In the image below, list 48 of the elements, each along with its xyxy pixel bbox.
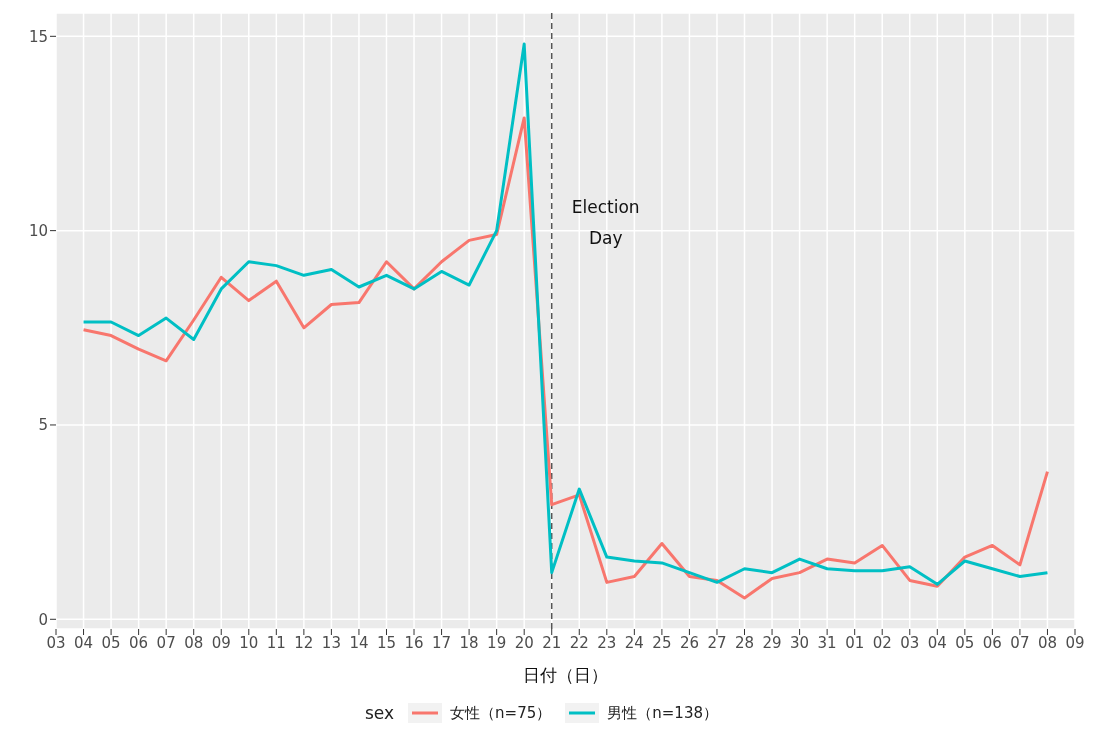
x-axis-title: 日付（日） [523,665,608,685]
x-tick-label: 21 [542,633,562,652]
x-tick-label: 08 [1037,633,1058,652]
x-tick-label: 10 [239,633,259,652]
x-tick-label: 03 [46,633,66,652]
y-tick-label: 10 [28,221,48,240]
x-tick-label: 24 [624,633,644,652]
y-tick-label: 15 [28,27,48,46]
x-tick-label: 27 [707,633,727,652]
legend-label: 男性（n=138） [607,703,718,723]
x-tick-label: 08 [184,633,204,652]
x-tick-label: 03 [900,633,920,652]
legend-label: 女性（n=75） [450,703,552,723]
x-tick-label: 09 [211,633,231,652]
x-tick-label: 13 [321,633,341,652]
x-tick-label: 04 [927,633,947,652]
x-tick-label: 22 [569,633,589,652]
x-tick-label: 23 [597,633,617,652]
y-tick-label: 5 [38,416,48,435]
x-tick-label: 07 [1010,633,1030,652]
x-tick-label: 28 [734,633,755,652]
line-series [82,42,1049,586]
x-tick-label: 31 [817,633,837,652]
x-tick-label: 11 [266,633,286,652]
x-tick-label: 06 [982,633,1002,652]
x-tick-label: 18 [459,633,479,652]
x-tick-label: 20 [514,633,534,652]
x-tick-label: 05 [955,633,975,652]
x-tick-label: 12 [294,633,314,652]
ref-line-label: Election Day [571,197,640,248]
x-tick-label: 15 [376,633,397,652]
y-tick-label: 0 [38,610,48,629]
x-tick-label: 26 [679,633,699,652]
x-tick-label: 02 [872,633,892,652]
x-tick-label: 14 [349,633,369,652]
x-tick-label: 17 [432,633,452,652]
x-tick-label: 01 [845,633,865,652]
x-tick-label: 16 [404,633,424,652]
x-tick-label: 25 [652,633,672,652]
x-tick-label: 07 [156,633,176,652]
x-tick-label: 06 [129,633,149,652]
x-tick-label: 29 [762,633,782,652]
x-tick-label: 04 [73,633,94,652]
x-tick-label: 05 [101,633,121,652]
x-tick-label: 09 [1065,633,1085,652]
x-tick-label: 19 [487,633,507,652]
x-tick-label: 30 [790,633,810,652]
legend-title: sex [365,703,395,723]
